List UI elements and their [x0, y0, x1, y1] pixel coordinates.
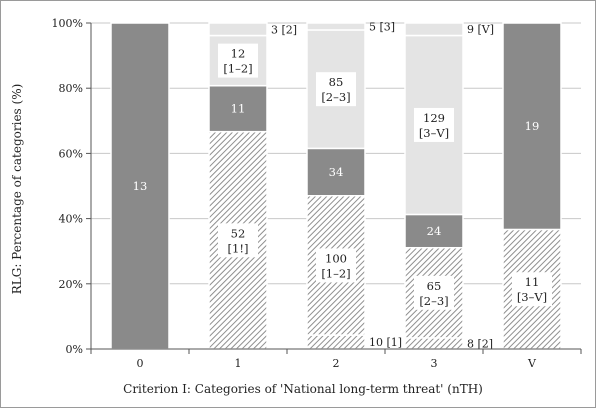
data-label-count: 100 — [325, 251, 347, 265]
x-tick-label: 3 — [431, 357, 438, 370]
bar-segment-0-13 — [110, 22, 170, 350]
y-tick-label: 20% — [59, 278, 83, 291]
bar-segment-1-3 — [208, 22, 268, 37]
data-label-bracket: [3–V] — [419, 126, 449, 140]
bar-segment-3-8 — [404, 337, 464, 350]
data-label-count: 129 — [423, 111, 445, 125]
x-tick-label: V — [527, 357, 537, 370]
outside-data-label: 8 [2] — [467, 337, 493, 350]
data-label-box — [414, 107, 454, 142]
data-label-bracket: [1–2] — [223, 62, 252, 76]
x-tick-label: 1 — [235, 357, 242, 370]
data-label-count: 13 — [133, 179, 148, 193]
outside-data-label: 5 [3] — [369, 20, 395, 33]
outside-data-label: 9 [V] — [467, 23, 494, 36]
bar-segment-2-5 — [306, 22, 366, 31]
bars-group — [110, 22, 562, 350]
data-label-count: 52 — [231, 226, 246, 240]
x-axis-title: Criterion I: Categories of 'National lon… — [123, 382, 483, 396]
data-label-count: 34 — [329, 165, 344, 179]
y-tick-label: 0% — [66, 343, 83, 356]
bar-segment-V-19 — [502, 22, 562, 231]
data-label-bracket: [1!] — [228, 241, 249, 255]
y-tick-label: 60% — [59, 147, 83, 160]
y-tick-label: 100% — [52, 17, 83, 30]
data-label-count: 11 — [231, 102, 246, 116]
data-label-box — [316, 248, 356, 283]
outside-data-label: 3 [2] — [271, 23, 297, 36]
y-tick-label: 80% — [59, 82, 83, 95]
data-label-count: 85 — [329, 75, 344, 89]
data-label-box — [414, 275, 454, 310]
x-tick-label: 2 — [333, 357, 340, 370]
y-tick-label: 40% — [59, 213, 83, 226]
data-label-box — [316, 72, 356, 107]
data-label-box — [218, 223, 258, 258]
bar-segment-2-10 — [306, 334, 366, 350]
data-label-count: 19 — [525, 119, 540, 133]
axes-group: 0%20%40%60%80%100%0 1 2 3 V — [52, 17, 582, 370]
data-label-box — [218, 43, 258, 78]
data-label-bracket: [2–3] — [321, 90, 350, 104]
y-axis-title: RLG: Percentage of categories (%) — [10, 84, 24, 295]
data-label-bracket: [1–2] — [321, 266, 350, 280]
data-label-count: 65 — [427, 279, 442, 293]
bar-segment-3-9 — [404, 22, 464, 37]
x-tick-label: 0 — [137, 357, 144, 370]
bar-segment-3-24 — [404, 213, 464, 249]
data-label-count: 12 — [231, 47, 246, 61]
data-label-count: 11 — [525, 275, 540, 289]
outside-data-label: 10 [1] — [369, 336, 402, 349]
data-label-box — [512, 272, 552, 307]
data-label-bracket: [2–3] — [419, 294, 448, 308]
data-label-bracket: [3–V] — [517, 290, 547, 304]
data-label-count: 24 — [427, 224, 442, 238]
